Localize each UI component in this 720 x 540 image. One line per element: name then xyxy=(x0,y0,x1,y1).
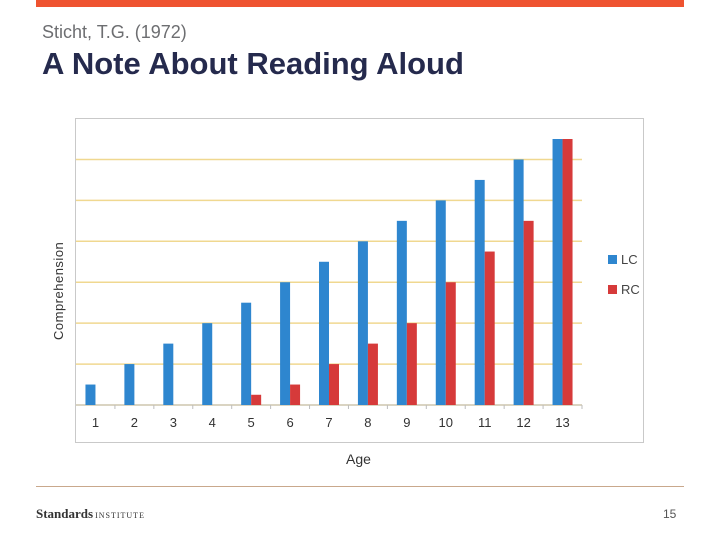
page-number: 15 xyxy=(663,507,677,521)
bar-rc-9 xyxy=(406,323,417,405)
chart-frame: 1 2 3 4 5 6 7 8 9 10 11 12 13 LC RC xyxy=(75,118,644,443)
bar-rc-7 xyxy=(329,364,339,405)
bar-lc-13 xyxy=(552,139,563,405)
x-tick-label: 4 xyxy=(209,415,216,430)
x-axis-label: Age xyxy=(346,451,371,467)
bar-lc-11 xyxy=(474,179,485,405)
bar-lc-5 xyxy=(241,302,252,405)
bar-rc-10 xyxy=(445,282,456,405)
bar-lc-6 xyxy=(280,282,291,405)
logo-name: Standards xyxy=(36,506,94,521)
y-axis-label: Comprehension xyxy=(51,241,66,340)
bar-rc-5 xyxy=(251,394,262,405)
logo-suffix: INSTITUTE xyxy=(95,511,145,520)
bar-lc-10 xyxy=(435,200,446,405)
footer-divider xyxy=(36,486,684,487)
bar-rc-12 xyxy=(523,220,534,405)
bar-lc-1 xyxy=(85,384,96,405)
slide-title: A Note About Reading Aloud xyxy=(42,46,464,81)
x-tick-label: 7 xyxy=(325,415,332,430)
x-tick-label: 2 xyxy=(131,415,138,430)
bar-lc-3 xyxy=(163,343,174,405)
bar-lc-9 xyxy=(396,220,407,405)
legend-label-lc: LC xyxy=(621,252,638,267)
legend-swatch-rc xyxy=(608,285,617,294)
bar-lc-4 xyxy=(202,323,213,405)
legend-label-rc: RC xyxy=(621,282,640,297)
citation-subtitle: Sticht, T.G. (1972) xyxy=(42,22,187,42)
bar-lc-2 xyxy=(124,364,135,405)
bar-rc-13 xyxy=(562,139,573,405)
bar-lc-8 xyxy=(357,241,368,405)
x-tick-label: 9 xyxy=(403,415,410,430)
x-tick-label: 13 xyxy=(555,415,569,430)
x-tick-label: 10 xyxy=(439,415,453,430)
bar-rc-11 xyxy=(484,251,495,405)
x-tick-label: 11 xyxy=(478,415,492,430)
x-tick-label: 1 xyxy=(92,415,99,430)
legend-swatch-lc xyxy=(608,255,617,264)
bar-lc-7 xyxy=(319,261,329,405)
x-tick-label: 8 xyxy=(364,415,371,430)
bar-rc-8 xyxy=(367,343,378,405)
accent-bar xyxy=(36,0,684,7)
bar-lc-12 xyxy=(513,159,524,405)
standards-institute-logo: Standards INSTITUTE xyxy=(36,505,145,523)
x-tick-label: 12 xyxy=(516,415,530,430)
x-tick-label: 3 xyxy=(170,415,177,430)
x-tick-label: 6 xyxy=(286,415,293,430)
bar-rc-6 xyxy=(290,384,301,405)
x-tick-label: 5 xyxy=(248,415,255,430)
